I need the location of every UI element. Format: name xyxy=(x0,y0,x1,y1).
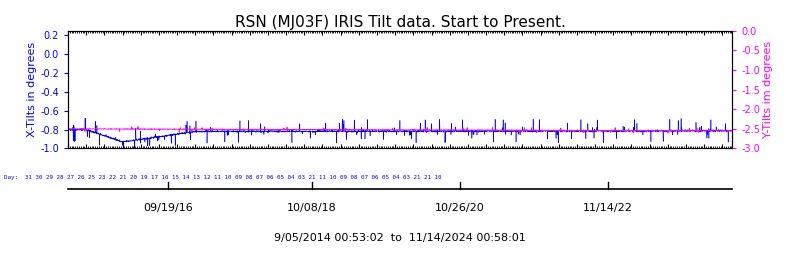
Y-axis label: X-Tilts in degrees: X-Tilts in degrees xyxy=(27,42,38,137)
Text: Day:  31 30 29 28 27 26 25 23 22 21 20 19 17 16 15 14 13 12 11 10 09 08 07 06 05: Day: 31 30 29 28 27 26 25 23 22 21 20 19… xyxy=(4,175,442,180)
Text: 11/14/22: 11/14/22 xyxy=(583,203,633,213)
Text: 9/05/2014 00:53:02  to  11/14/2024 00:58:01: 9/05/2014 00:53:02 to 11/14/2024 00:58:0… xyxy=(274,233,526,243)
Y-axis label: Y-Tilts im degrees: Y-Tilts im degrees xyxy=(763,41,773,138)
Text: 10/08/18: 10/08/18 xyxy=(287,203,337,213)
Text: 09/19/16: 09/19/16 xyxy=(143,203,193,213)
Title: RSN (MJ03F) IRIS Tilt data. Start to Present.: RSN (MJ03F) IRIS Tilt data. Start to Pre… xyxy=(234,15,566,29)
Text: 10/26/20: 10/26/20 xyxy=(435,203,485,213)
